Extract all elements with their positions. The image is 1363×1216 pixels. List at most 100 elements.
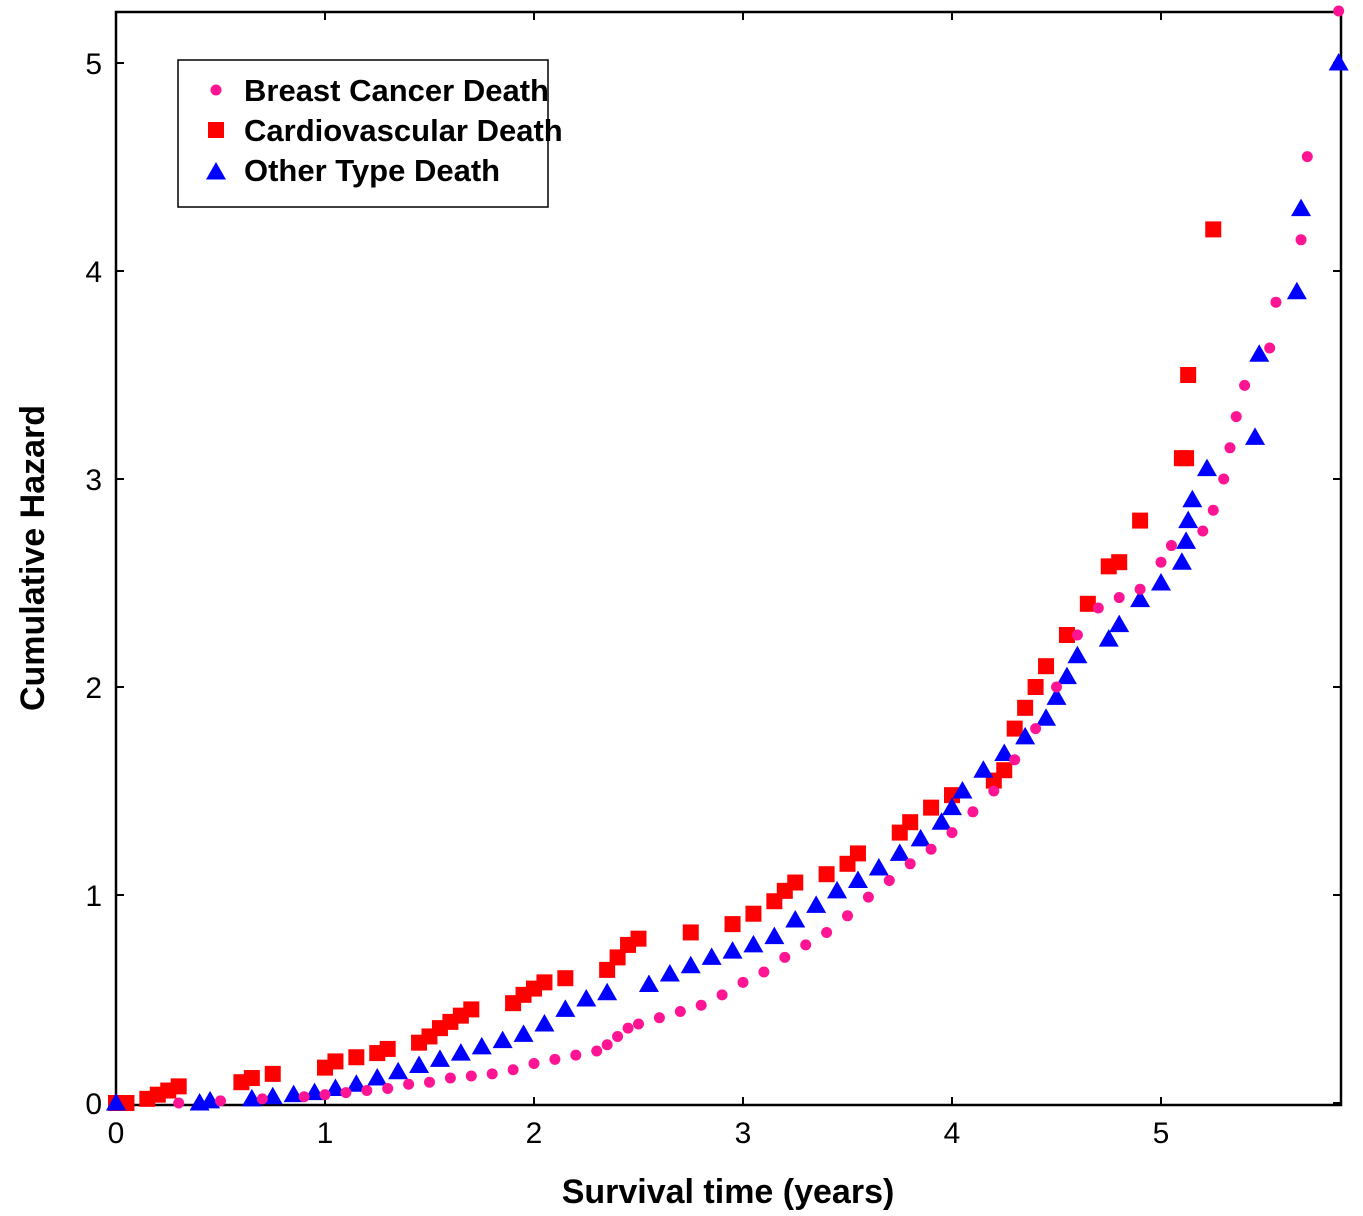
legend-marker-2 xyxy=(206,162,226,180)
series-0-point-46 xyxy=(1155,556,1167,568)
series-2-point-17 xyxy=(534,1013,555,1032)
series-0-point-48 xyxy=(1197,525,1209,537)
series-2-point-11 xyxy=(409,1055,430,1074)
series-0-point-16 xyxy=(570,1049,582,1061)
series-0-point-12 xyxy=(486,1068,498,1080)
series-0-point-41 xyxy=(1051,681,1062,693)
series-1-point-43 xyxy=(996,762,1013,779)
series-1-point-10 xyxy=(327,1053,344,1070)
series-2-point-39 xyxy=(994,743,1015,762)
series-2-point-29 xyxy=(806,895,827,913)
series-0-point-23 xyxy=(674,1005,686,1017)
series-2-point-24 xyxy=(701,947,722,965)
series-1-point-44 xyxy=(1006,720,1023,737)
series-2-point-48 xyxy=(1151,573,1171,591)
series-2-point-56 xyxy=(1286,281,1307,300)
series-1-point-13 xyxy=(379,1040,396,1057)
series-2-point-16 xyxy=(513,1024,534,1042)
legend-label-1: Cardiovascular Death xyxy=(244,113,563,148)
series-1-point-40 xyxy=(923,799,940,816)
series-2-point-54 xyxy=(1245,427,1266,445)
x-tick-label-1: 1 xyxy=(317,1117,334,1150)
series-1-point-19 xyxy=(463,1001,480,1018)
series-0-point-35 xyxy=(925,843,937,855)
series-0-point-52 xyxy=(1230,411,1242,423)
series-0-point-2 xyxy=(256,1093,268,1105)
series-2-point-49 xyxy=(1171,552,1192,570)
series-1-point-37 xyxy=(849,845,866,862)
series-2-point-57 xyxy=(1291,198,1312,217)
series-2-point-55 xyxy=(1249,344,1270,362)
y-tick-label-0: 0 xyxy=(85,1088,102,1121)
series-1-point-26 xyxy=(609,949,626,966)
series-1-point-25 xyxy=(599,961,616,978)
series-0-point-47 xyxy=(1165,540,1177,552)
series-1-point-35 xyxy=(818,866,835,883)
series-0-point-28 xyxy=(779,951,791,963)
x-axis-title: Survival time (years) xyxy=(562,1173,895,1211)
series-0-point-6 xyxy=(361,1085,373,1097)
series-1-point-34 xyxy=(787,874,804,891)
series-0-point-57 xyxy=(1301,151,1313,163)
series-0-point-14 xyxy=(528,1057,540,1069)
series-0-point-10 xyxy=(444,1072,456,1084)
series-2-point-21 xyxy=(638,974,659,992)
series-2-point-23 xyxy=(680,955,701,974)
series-2-point-3 xyxy=(241,1088,262,1107)
y-axis-title: Cumulative Hazard xyxy=(14,405,52,711)
series-1-point-23 xyxy=(536,974,553,991)
series-2-point-51 xyxy=(1178,510,1199,529)
series-2-point-58 xyxy=(1328,53,1349,71)
series-2-point-10 xyxy=(388,1061,409,1080)
series-2-point-26 xyxy=(743,934,764,953)
series-2-point-15 xyxy=(492,1030,513,1049)
series-2-point-28 xyxy=(785,909,806,928)
series-0-point-37 xyxy=(967,806,979,818)
series-0-point-33 xyxy=(883,874,895,886)
series-1-point-55 xyxy=(1180,367,1197,383)
series-0-point-29 xyxy=(800,939,812,951)
legend: Breast Cancer Death Cardiovascular Death O… xyxy=(177,59,563,208)
series-1-point-48 xyxy=(1058,627,1075,643)
series-2-point-37 xyxy=(952,781,973,799)
y-axis-ticks: 0 1 2 3 4 5 xyxy=(85,48,1341,1121)
series-1-point-28 xyxy=(630,930,647,947)
series-2-point-7 xyxy=(325,1078,346,1096)
series-2 xyxy=(106,53,1349,1111)
legend-items: Breast Cancer Death Cardiovascular Death O… xyxy=(206,73,563,188)
series-2-point-4 xyxy=(262,1086,283,1105)
legend-label-2: Other Type Death xyxy=(244,153,500,188)
series-0-point-11 xyxy=(465,1070,477,1082)
series-1-point-39 xyxy=(902,814,919,831)
series-0-point-22 xyxy=(653,1012,665,1024)
series-0-point-0 xyxy=(173,1097,185,1109)
series-0-point-20 xyxy=(622,1022,634,1034)
series-1-point-45 xyxy=(1017,699,1034,716)
series-1-point-5 xyxy=(170,1078,187,1095)
series-2-point-53 xyxy=(1196,458,1217,477)
series-0-point-58 xyxy=(1333,5,1345,17)
series-0-point-51 xyxy=(1224,442,1236,454)
series-2-point-2 xyxy=(200,1090,221,1109)
series-1-point-51 xyxy=(1111,554,1128,571)
series-0-point-49 xyxy=(1207,504,1219,516)
legend-marker-0 xyxy=(210,84,222,96)
series-2-point-33 xyxy=(889,843,910,861)
series-2-point-42 xyxy=(1046,687,1067,705)
series-2-point-19 xyxy=(576,989,597,1007)
series-0-point-19 xyxy=(612,1030,624,1042)
series-0-point-3 xyxy=(298,1091,310,1103)
y-tick-label-4: 4 xyxy=(85,256,102,289)
series-2-point-18 xyxy=(555,999,576,1017)
series-0-point-40 xyxy=(1030,723,1042,735)
series-0-point-4 xyxy=(319,1089,331,1101)
series-0-point-18 xyxy=(601,1039,613,1051)
series-0-point-1 xyxy=(215,1095,226,1107)
series-1-point-56 xyxy=(1205,221,1222,238)
series-0-point-27 xyxy=(758,966,770,978)
x-tick-label-3: 3 xyxy=(735,1117,752,1150)
series-2-point-8 xyxy=(346,1074,367,1092)
series-0-point-55 xyxy=(1270,296,1282,308)
series-0-point-43 xyxy=(1092,602,1104,614)
series-2-point-45 xyxy=(1098,629,1119,647)
